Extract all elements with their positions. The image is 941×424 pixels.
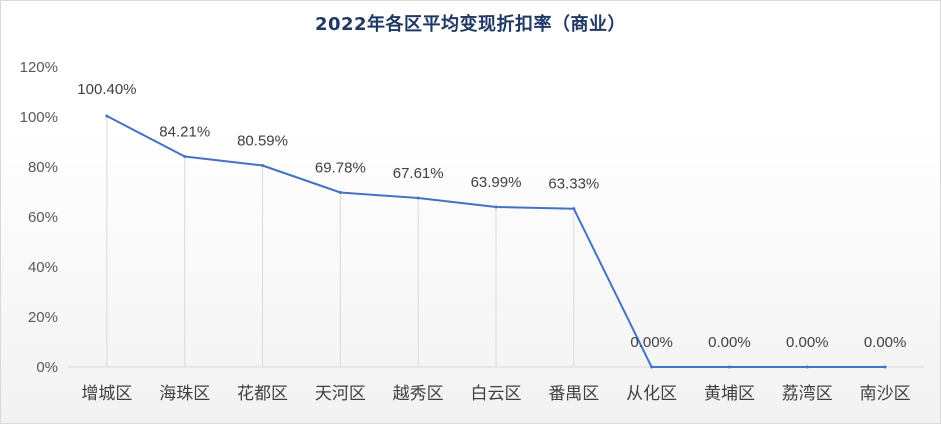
- data-label: 0.00%: [708, 334, 751, 351]
- x-category-label: 增城区: [81, 384, 132, 404]
- y-tick-label: 0%: [36, 359, 58, 376]
- data-point: [494, 205, 498, 209]
- x-axis-categories: 增城区 海珠区 花都区 天河区 越秀区 白云区 番禺区 从化区 黄埔区 荔湾区 南沙区: [81, 384, 910, 404]
- data-label: 84.21%: [159, 123, 210, 140]
- data-point: [261, 164, 265, 168]
- y-tick-label: 60%: [28, 209, 58, 226]
- data-point: [727, 365, 731, 369]
- data-label: 63.33%: [548, 176, 599, 193]
- y-tick-label: 20%: [28, 309, 58, 326]
- data-point: [805, 365, 809, 369]
- x-category-label: 南沙区: [860, 384, 911, 404]
- x-category-label: 黄埔区: [704, 384, 755, 404]
- x-category-label: 白云区: [471, 384, 522, 404]
- series-line-group: [105, 114, 887, 369]
- data-point: [572, 207, 576, 211]
- x-category-label: 番禺区: [548, 384, 599, 404]
- data-label: 63.99%: [471, 174, 522, 191]
- data-point: [416, 196, 420, 200]
- data-label: 80.59%: [237, 133, 288, 150]
- y-axis-ticks: 0% 20% 40% 60% 80% 100% 120%: [20, 59, 58, 376]
- data-point: [183, 154, 187, 158]
- x-category-label: 海珠区: [159, 384, 210, 404]
- y-tick-label: 40%: [28, 259, 58, 276]
- x-category-label: 花都区: [237, 384, 288, 404]
- data-point: [650, 365, 654, 369]
- data-point: [105, 114, 109, 118]
- x-category-label: 荔湾区: [782, 384, 833, 404]
- chart-title: 2022年各区平均变现折扣率（商业）: [314, 14, 627, 35]
- data-label: 0.00%: [864, 334, 907, 351]
- x-category-label: 越秀区: [393, 384, 444, 404]
- data-label: 0.00%: [786, 334, 829, 351]
- data-point: [883, 365, 887, 369]
- data-label: 69.78%: [315, 160, 366, 177]
- y-tick-label: 80%: [28, 159, 58, 176]
- data-point: [338, 191, 342, 195]
- x-category-label: 天河区: [315, 384, 366, 404]
- data-label: 0.00%: [630, 334, 673, 351]
- data-labels: 100.40% 84.21% 80.59% 69.78% 67.61% 63.99% 63.…: [77, 81, 906, 351]
- data-label: 67.61%: [393, 165, 444, 182]
- drop-lines: [106, 116, 575, 367]
- y-tick-label: 120%: [20, 59, 58, 76]
- y-tick-label: 100%: [20, 109, 58, 126]
- x-category-label: 从化区: [626, 384, 677, 404]
- data-label: 100.40%: [77, 81, 136, 98]
